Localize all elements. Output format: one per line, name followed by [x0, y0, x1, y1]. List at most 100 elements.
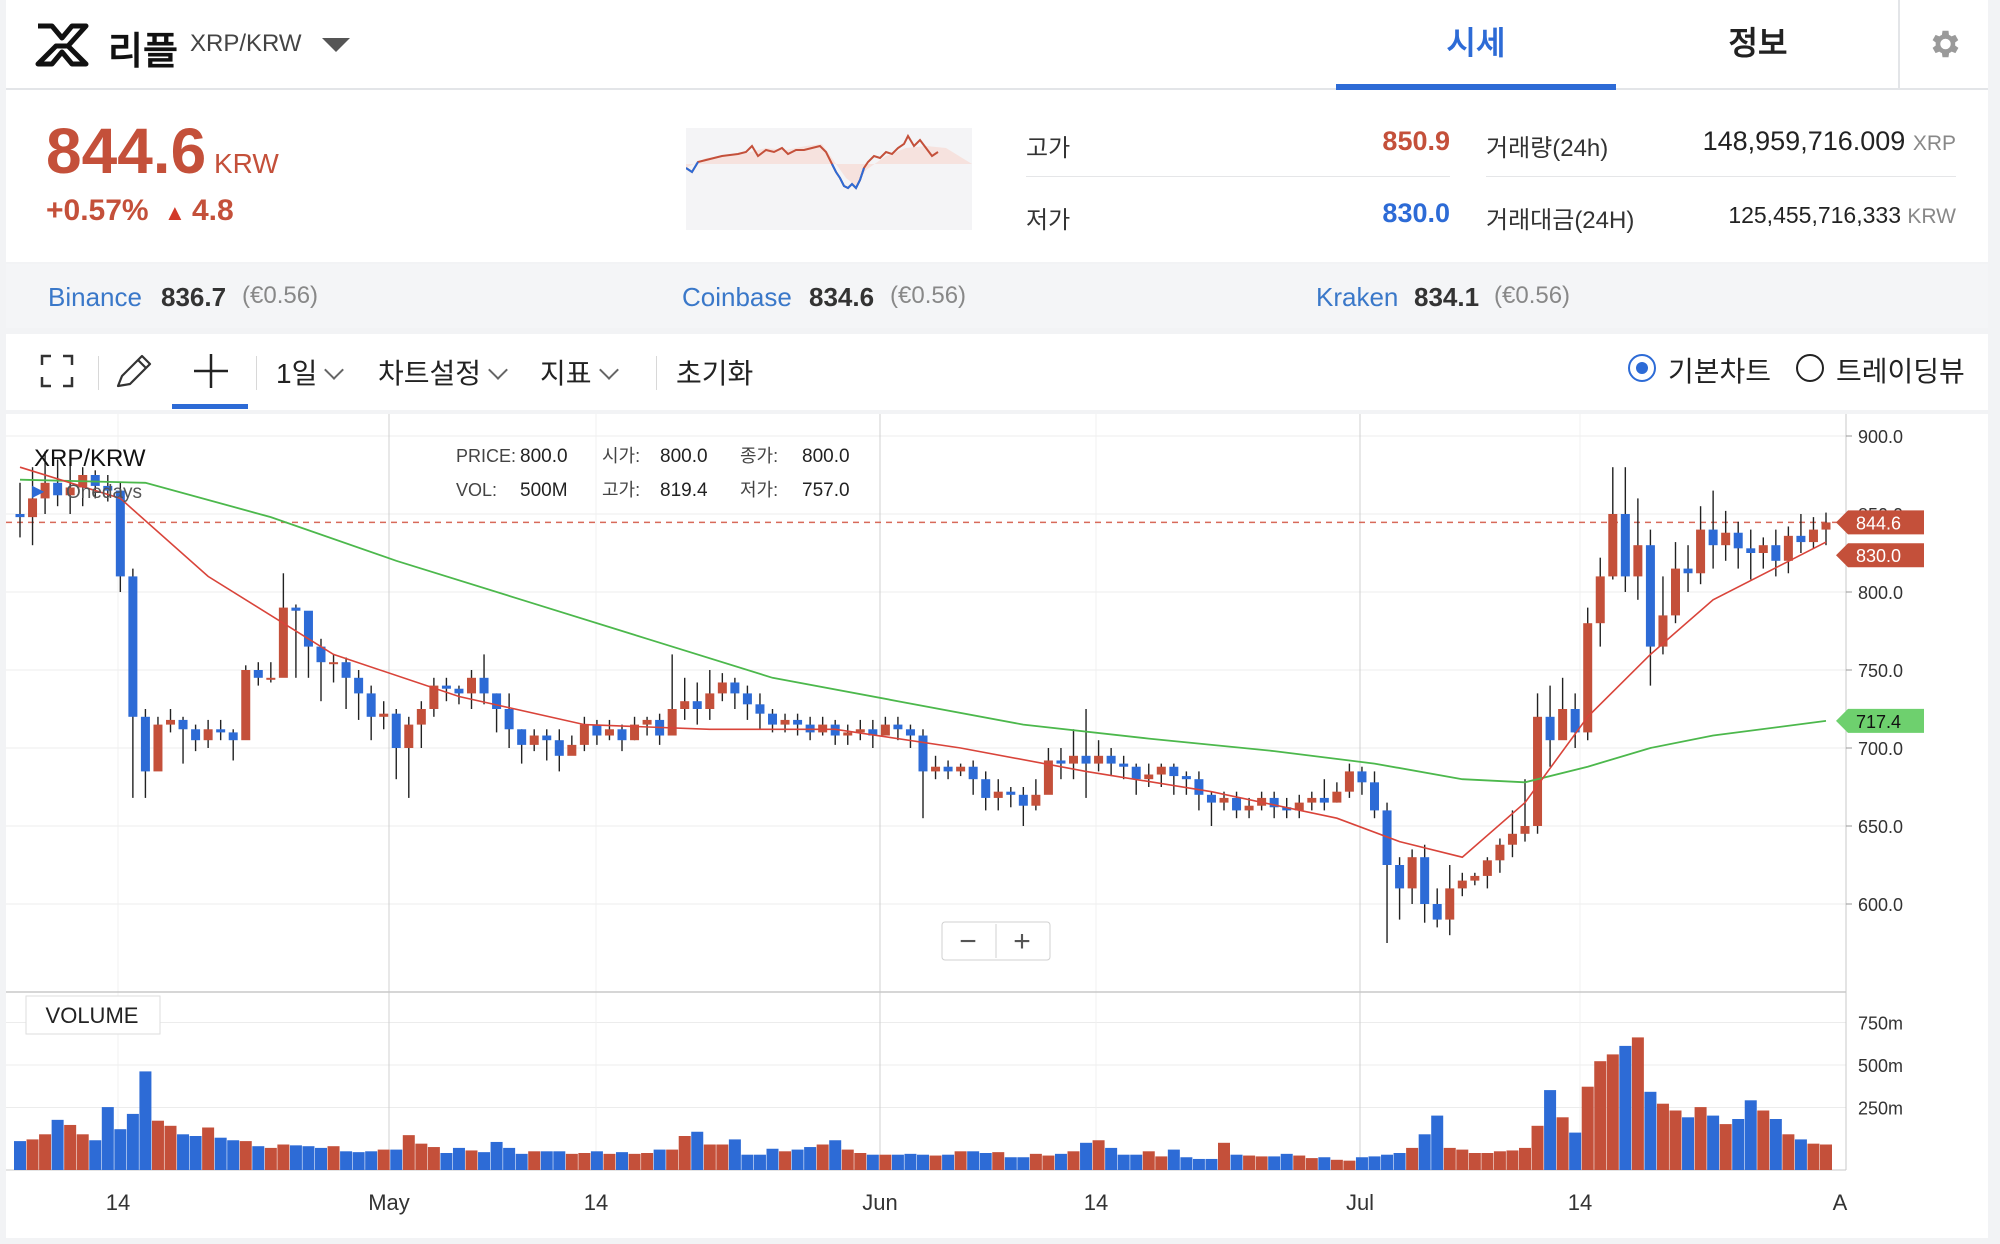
exchange-name-coinbase[interactable]: Coinbase	[682, 282, 792, 312]
volume-bar	[1029, 1153, 1042, 1170]
high-value: 850.9	[1382, 126, 1450, 156]
crosshair-icon	[194, 354, 228, 388]
change-amount: 4.8	[192, 194, 234, 227]
x-tick-label: Jul	[1346, 1190, 1374, 1215]
candle-body	[28, 498, 38, 518]
header-bar: 리플 XRP/KRW 시세 정보	[6, 0, 1988, 90]
volume-bar	[1644, 1091, 1657, 1170]
volume-bar	[1581, 1086, 1594, 1170]
volume-bar	[1569, 1132, 1582, 1170]
candle-body	[504, 709, 514, 730]
exchange-eur: (€0.56)	[242, 282, 319, 309]
y-tick-label: 650.0	[1858, 817, 1903, 837]
candle-body	[1821, 522, 1831, 530]
volume-bar	[151, 1120, 164, 1170]
volume-bar	[1330, 1159, 1343, 1170]
info-low-label: 저가:	[740, 480, 778, 500]
price-chart[interactable]: 900.0850.0800.0750.0700.0650.0600.0750m5…	[6, 414, 1988, 1238]
tab-price[interactable]: 시세	[1336, 0, 1616, 90]
low-value: 830.0	[1382, 198, 1450, 228]
exchange-name-binance[interactable]: Binance	[48, 282, 142, 312]
exchange-price: 834.6	[809, 282, 875, 312]
volume-bar	[452, 1147, 465, 1170]
volume-bar	[678, 1136, 691, 1170]
chart-settings-dropdown[interactable]: 차트설정	[378, 352, 508, 392]
candle-body	[1069, 755, 1078, 764]
candle-body	[266, 677, 276, 680]
candle-body	[65, 487, 75, 496]
candle-body	[1106, 755, 1116, 764]
active-tool-indicator	[172, 404, 248, 409]
draw-button[interactable]	[114, 352, 154, 390]
radio-basic-chart-label[interactable]: 기본차트	[1668, 356, 1772, 387]
volume-bar	[1318, 1157, 1331, 1170]
candle-body	[1758, 545, 1768, 553]
pair-dropdown-icon[interactable]	[322, 38, 350, 52]
radio-tradingview-label[interactable]: 트레이딩뷰	[1836, 356, 1965, 387]
volume-bar	[114, 1129, 127, 1170]
exchange-name-kraken[interactable]: Kraken	[1316, 282, 1399, 312]
candle-body	[793, 719, 803, 725]
volume-bar	[1230, 1154, 1243, 1170]
amount-value: 125,455,716,333 KRW	[1728, 202, 1956, 228]
candle-body	[918, 735, 928, 772]
volume-bar	[1355, 1157, 1368, 1170]
zoom-out-button[interactable]: −	[959, 925, 977, 958]
candle-body	[1194, 779, 1204, 795]
zoom-in-button[interactable]: +	[1013, 925, 1031, 958]
info-open-label: 시가:	[602, 446, 640, 466]
volume-bar	[979, 1153, 992, 1170]
y-tick-label: 750.0	[1858, 661, 1903, 681]
fullscreen-button[interactable]	[40, 354, 74, 388]
volume-bar	[1305, 1158, 1318, 1170]
candle-body	[1671, 568, 1680, 616]
volume-bar	[1054, 1153, 1067, 1170]
candle-body	[567, 744, 577, 756]
volume-bar	[804, 1147, 817, 1170]
candle-body	[630, 724, 640, 741]
volume-bar	[1004, 1157, 1017, 1170]
candle-body	[529, 735, 539, 745]
volume-bar	[1268, 1156, 1281, 1170]
candle-body	[278, 607, 288, 678]
legend-play-icon[interactable]: ▶	[32, 483, 45, 500]
indicators-dropdown[interactable]: 지표	[540, 352, 619, 392]
candle-body	[1808, 529, 1818, 543]
volume-bar	[1732, 1119, 1745, 1170]
volume-bar	[1192, 1158, 1205, 1170]
info-high-label: 고가:	[602, 480, 640, 500]
crosshair-button[interactable]	[192, 352, 230, 390]
radio-tradingview[interactable]	[1796, 354, 1824, 382]
candle-body	[216, 729, 226, 733]
change-percent: +0.57%	[46, 194, 149, 227]
candle-body	[1645, 545, 1655, 647]
volume-bar	[553, 1151, 566, 1170]
x-tick-label: 14	[106, 1190, 130, 1215]
interval-dropdown[interactable]: 1일	[276, 352, 345, 392]
settings-button[interactable]	[1898, 0, 1990, 88]
candle-body	[1181, 776, 1191, 780]
reset-button[interactable]: 초기화	[676, 358, 754, 389]
volume-bar	[590, 1151, 603, 1170]
chart-canvas[interactable]: 900.0850.0800.0750.0700.0650.0600.0750m5…	[6, 414, 1988, 1238]
candle-body	[1319, 797, 1329, 803]
info-low-value: 757.0	[802, 480, 850, 501]
candle-body	[1344, 771, 1354, 792]
tab-info[interactable]: 정보	[1728, 25, 1788, 61]
volume-value: 148,959,716.009 XRP	[1702, 126, 1956, 156]
volume-bar	[1757, 1110, 1770, 1170]
candle-body	[429, 685, 439, 709]
info-vol-label: VOL:	[456, 480, 497, 500]
low-price-tag: 830.0	[1836, 543, 1924, 568]
candle-body	[1006, 791, 1016, 795]
radio-basic-chart[interactable]	[1628, 354, 1656, 382]
volume-bar	[716, 1144, 729, 1170]
candle-body	[1332, 791, 1342, 803]
volume-bar	[340, 1151, 353, 1170]
info-open-value: 800.0	[660, 446, 708, 467]
up-triangle-icon: ▲	[164, 200, 186, 225]
volume-bar	[14, 1141, 26, 1170]
candle-body	[1733, 532, 1743, 549]
volume-bar	[954, 1151, 967, 1170]
zoom-control[interactable]: − +	[941, 921, 1051, 961]
